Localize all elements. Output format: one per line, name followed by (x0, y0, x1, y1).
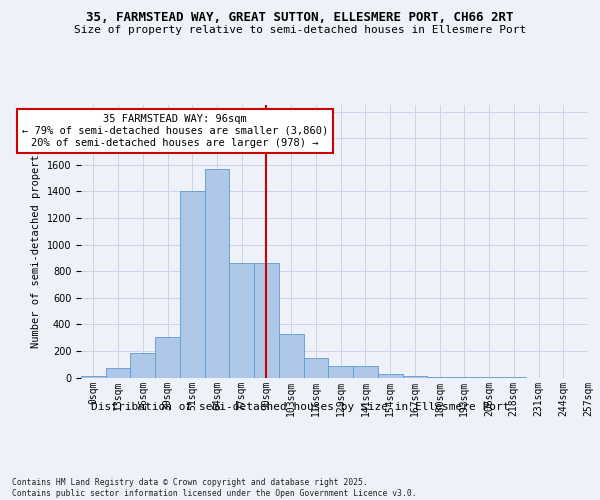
Bar (328, 366, 353, 378)
Text: Distribution of semi-detached houses by size in Ellesmere Port: Distribution of semi-detached houses by … (91, 402, 509, 412)
Text: 35 FARMSTEAD WAY: 96sqm
← 79% of semi-detached houses are smaller (3,860)
20% of: 35 FARMSTEAD WAY: 96sqm ← 79% of semi-de… (22, 114, 328, 148)
Text: Contains HM Land Registry data © Crown copyright and database right 2025.
Contai: Contains HM Land Registry data © Crown c… (12, 478, 416, 498)
Bar (205, 169, 229, 378)
Bar (229, 262, 254, 378)
Bar (279, 334, 304, 378)
Bar (180, 192, 205, 378)
Bar (81, 376, 106, 378)
Bar (403, 376, 427, 378)
Text: 35, FARMSTEAD WAY, GREAT SUTTON, ELLESMERE PORT, CH66 2RT: 35, FARMSTEAD WAY, GREAT SUTTON, ELLESME… (86, 11, 514, 24)
Bar (427, 377, 452, 378)
Bar (353, 366, 378, 378)
Bar (254, 262, 279, 378)
Bar (155, 337, 180, 378)
Bar (130, 353, 155, 378)
Bar (378, 374, 403, 378)
Text: Size of property relative to semi-detached houses in Ellesmere Port: Size of property relative to semi-detach… (74, 25, 526, 35)
Bar (304, 358, 328, 378)
Y-axis label: Number of semi-detached properties: Number of semi-detached properties (31, 135, 41, 348)
Bar (106, 368, 130, 378)
